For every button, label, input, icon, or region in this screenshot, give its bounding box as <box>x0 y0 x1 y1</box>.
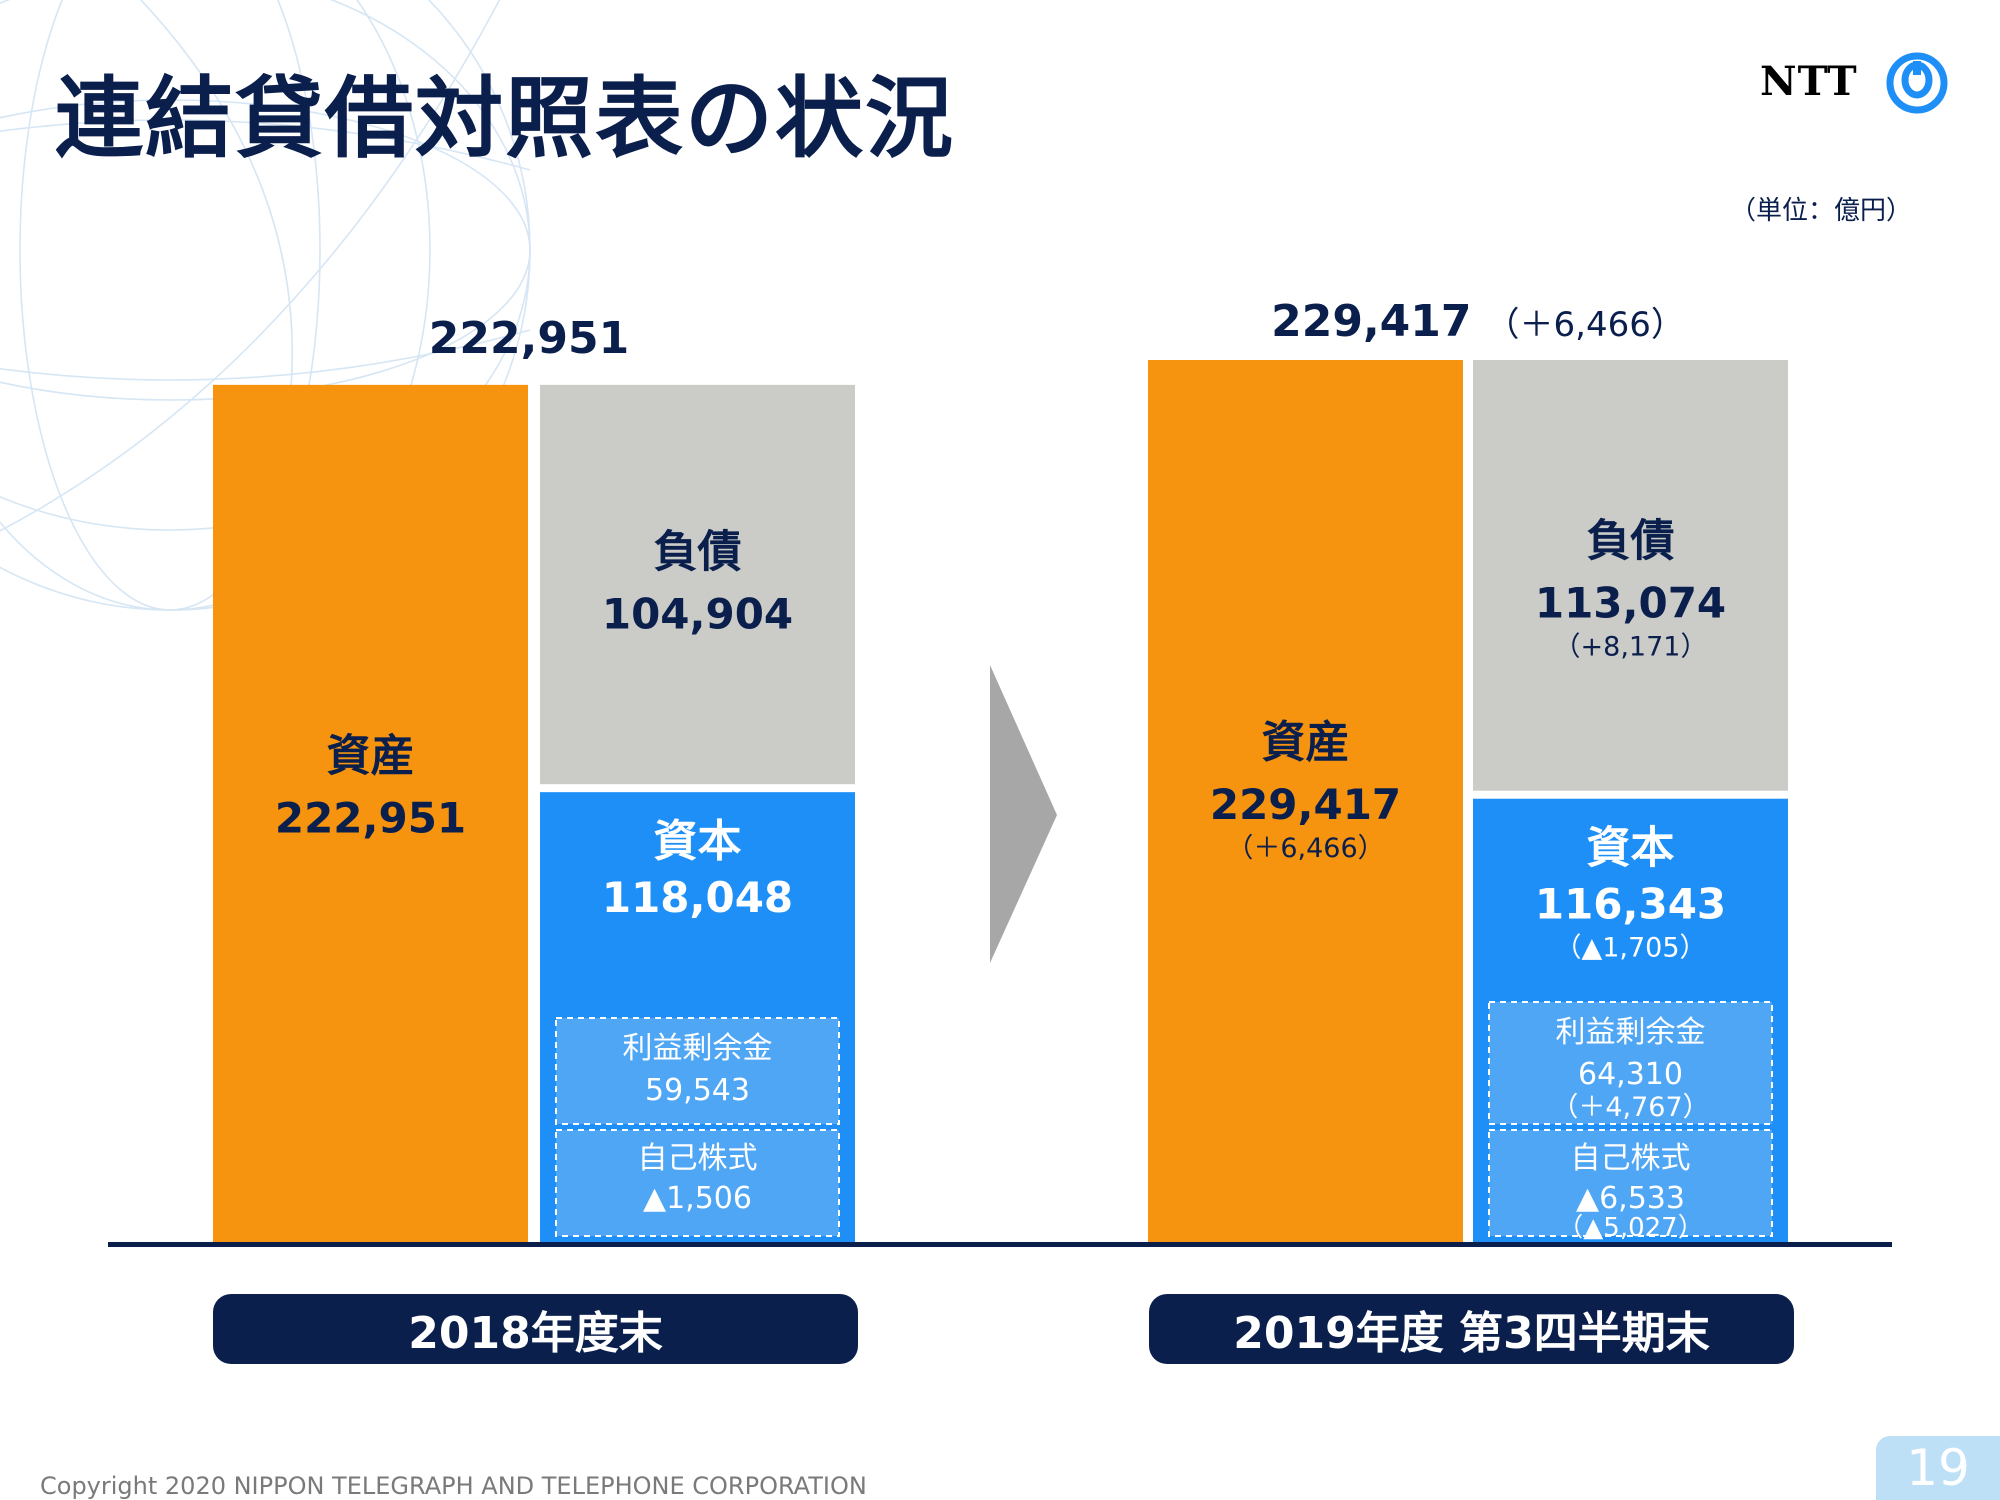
logo-text: NTT <box>1760 58 1858 105</box>
period-label-2019q3: 2019年度 第3四半期末 <box>1149 1294 1794 1364</box>
arrow-shape <box>990 665 1057 963</box>
treasury-stock-box-2019q3 <box>1488 1129 1773 1237</box>
unit-label: （単位：億円） <box>1730 196 1913 226</box>
assets-name-2019q3: 資産 <box>1262 717 1350 768</box>
ntt-logo-icon <box>1886 52 1948 114</box>
treasury-stock-name-2018: 自己株式 <box>638 1141 758 1176</box>
assets-name-2018: 資産 <box>327 731 415 782</box>
treasury-stock-change-2019q3: （▲5,027） <box>1557 1213 1703 1243</box>
liabilities-change-2019q3: （+8,171） <box>1554 632 1708 663</box>
retained-earnings-change-2019q3: （＋4,767） <box>1551 1092 1709 1123</box>
assets-change-2019q3: （＋6,466） <box>1226 833 1384 864</box>
assets-value-2019q3: 229,417 <box>1210 780 1401 829</box>
assets-bar-2019q3 <box>1148 360 1463 1242</box>
equity-name-2019q3: 資本 <box>1587 823 1675 874</box>
treasury-stock-name-2019q3: 自己株式 <box>1571 1141 1691 1176</box>
retained-earnings-value-2018: 59,543 <box>645 1073 750 1108</box>
copyright-text: Copyright 2020 NIPPON TELEGRAPH AND TELE… <box>40 1472 867 1500</box>
globe-decoration <box>0 0 531 611</box>
liabilities-value-2018: 104,904 <box>602 589 793 638</box>
equity-change-2019q3: （▲1,705） <box>1554 933 1706 964</box>
treasury-stock-value-2018: ▲1,506 <box>643 1181 752 1216</box>
liabilities-bar-2018 <box>540 384 855 785</box>
period-label-2018: 2018年度末 <box>213 1294 858 1364</box>
page-number: 19 <box>1876 1436 2000 1500</box>
liabilities-value-2019q3: 113,074 <box>1535 579 1726 628</box>
liabilities-bar-2019q3 <box>1473 360 1788 791</box>
assets-bar-2018 <box>213 384 528 1242</box>
treasury-stock-box-2018 <box>555 1129 840 1237</box>
retained-earnings-box-2018 <box>555 1017 840 1125</box>
equity-value-2019q3: 116,343 <box>1535 880 1726 929</box>
assets-value-2018: 222,951 <box>275 794 466 843</box>
retained-earnings-name-2019q3: 利益剰余金 <box>1556 1015 1706 1050</box>
baseline <box>108 1242 1892 1247</box>
total-label-2018: 222,951 <box>429 313 629 364</box>
ntt-logo: NTT <box>1760 52 1950 122</box>
liabilities-name-2018: 負債 <box>654 526 742 577</box>
retained-earnings-name-2018: 利益剰余金 <box>623 1031 773 1066</box>
liabilities-name-2019q3: 負債 <box>1587 516 1675 567</box>
retained-earnings-box-2019q3 <box>1488 1001 1773 1125</box>
treasury-stock-value-2019q3: ▲6,533 <box>1576 1181 1685 1216</box>
total-label-2019q3: 229,417 （＋6,466） <box>1271 296 1685 347</box>
equity-name-2018: 資本 <box>654 816 742 867</box>
equity-value-2018: 118,048 <box>602 873 793 922</box>
page-title: 連結貸借対照表の状況 <box>55 67 956 170</box>
retained-earnings-value-2019q3: 64,310 <box>1578 1057 1683 1092</box>
